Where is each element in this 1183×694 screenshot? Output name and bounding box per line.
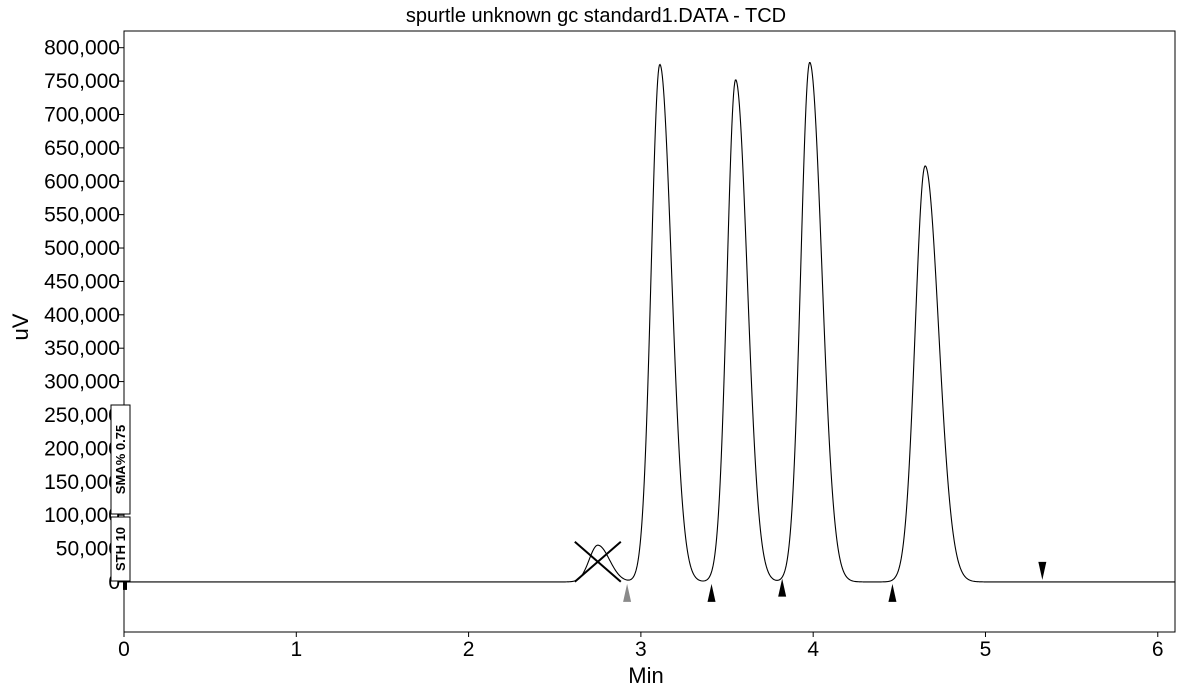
trace-layer <box>124 62 1175 583</box>
marker-layer <box>623 561 1047 602</box>
timed-event-label: SMA% 0.75 <box>113 425 128 494</box>
y-tick-label: 250,000 <box>44 404 120 427</box>
y-tick-label: 800,000 <box>44 37 120 60</box>
y-tick-label: 400,000 <box>44 304 120 327</box>
timed-event-box <box>110 516 131 582</box>
x-tick-label: 1 <box>290 638 302 661</box>
x-tick-label: 0 <box>118 638 130 661</box>
excluded-peak-cross-line <box>574 540 622 583</box>
y-tick-label: 450,000 <box>44 270 120 293</box>
y-tick-label: 300,000 <box>44 371 120 394</box>
plot-frame <box>123 30 1176 633</box>
y-tick-label: 750,000 <box>44 70 120 93</box>
chart-title: spurtle unknown gc standard1.DATA - TCD <box>406 5 786 27</box>
timed-event-label: STH 10 <box>113 527 128 571</box>
signal-trace <box>124 62 1175 583</box>
x-axis-label: Min <box>628 663 663 688</box>
x-tick-label: 5 <box>980 638 992 661</box>
y-tick-label: 0 <box>108 571 120 594</box>
y-tick-label: 100,000 <box>44 504 120 527</box>
timed-event-box <box>110 404 131 515</box>
integration-marker <box>888 583 897 602</box>
integration-marker <box>623 583 632 602</box>
y-axis-ticks: 0 50,000 100,000 150,000 200,000 250,000 300,0… <box>44 37 124 594</box>
y-tick-label: 600,000 <box>44 170 120 193</box>
y-tick-label: 50,000 <box>56 538 120 561</box>
injection-marker <box>123 573 127 590</box>
integration-marker <box>778 578 787 597</box>
integration-marker <box>1038 561 1047 580</box>
y-tick-label: 350,000 <box>44 337 120 360</box>
integration-marker <box>707 583 716 602</box>
x-tick-label: 6 <box>1152 638 1164 661</box>
y-axis-label: uV <box>8 313 33 340</box>
event-layer: STH 10 SMA% 0.75 <box>110 404 131 590</box>
y-tick-label: 200,000 <box>44 437 120 460</box>
y-tick-label: 550,000 <box>44 204 120 227</box>
x-tick-label: 3 <box>635 638 647 661</box>
y-tick-label: 150,000 <box>44 471 120 494</box>
x-tick-label: 2 <box>463 638 475 661</box>
y-tick-label: 650,000 <box>44 137 120 160</box>
y-tick-label: 500,000 <box>44 237 120 260</box>
y-tick-label: 700,000 <box>44 103 120 126</box>
x-axis-ticks: 0 1 2 3 4 5 6 <box>118 632 1164 661</box>
x-tick-label: 4 <box>807 638 819 661</box>
